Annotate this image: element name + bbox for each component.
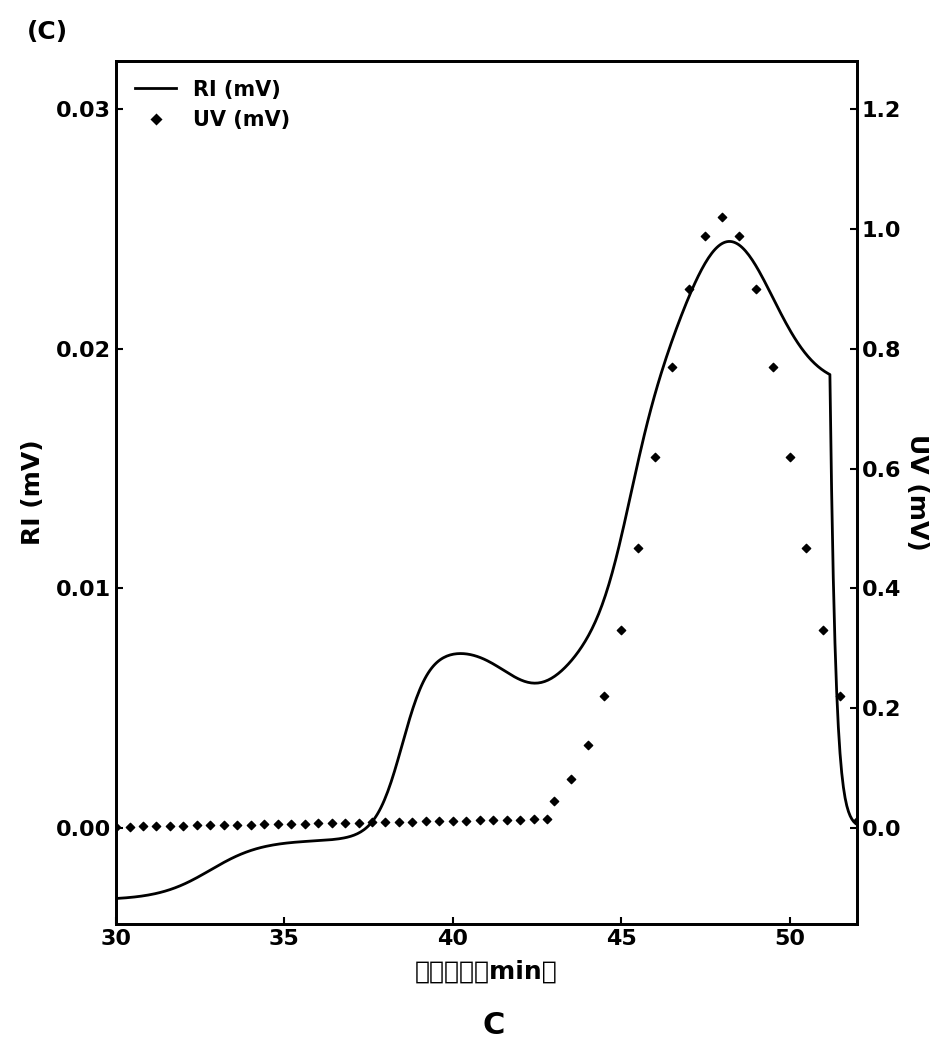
Point <box>681 280 696 297</box>
Point <box>732 227 747 244</box>
Point <box>270 816 285 833</box>
Point <box>597 688 612 705</box>
Point <box>391 814 407 831</box>
Text: C: C <box>483 1010 505 1040</box>
Point <box>149 818 164 835</box>
Point <box>378 814 393 831</box>
Point <box>485 812 501 828</box>
Point <box>540 811 555 827</box>
Point <box>405 814 420 831</box>
Point <box>176 817 191 834</box>
Point <box>256 816 272 833</box>
Point <box>230 816 245 833</box>
Point <box>108 819 124 836</box>
Point <box>782 449 797 466</box>
Point <box>217 817 232 834</box>
Point <box>337 815 352 832</box>
Point <box>499 812 514 828</box>
Point <box>647 449 662 466</box>
Point <box>431 813 446 830</box>
Point <box>546 793 561 810</box>
Point <box>765 358 780 375</box>
Point <box>283 816 298 833</box>
Point <box>311 815 326 832</box>
Point <box>162 818 178 835</box>
Point <box>631 540 646 557</box>
Point <box>799 540 814 557</box>
Point <box>351 814 366 831</box>
Point <box>664 358 679 375</box>
Point <box>849 813 865 830</box>
Point <box>513 812 528 828</box>
Point <box>202 817 218 834</box>
Point <box>580 737 595 754</box>
Point <box>816 622 831 638</box>
Point <box>136 818 151 835</box>
Point <box>243 816 258 833</box>
Point <box>614 622 629 638</box>
Point <box>472 812 487 828</box>
Point <box>418 813 433 830</box>
Text: (C): (C) <box>28 20 68 44</box>
X-axis label: 洗脱时间（min）: 洗脱时间（min） <box>415 960 558 984</box>
Point <box>459 813 474 830</box>
Point <box>446 813 461 830</box>
Point <box>365 814 380 831</box>
Point <box>297 815 313 832</box>
Point <box>563 771 579 788</box>
Y-axis label: UV (mV): UV (mV) <box>905 434 929 551</box>
Legend: RI (mV), UV (mV): RI (mV), UV (mV) <box>126 71 298 139</box>
Point <box>697 227 712 244</box>
Point <box>832 688 847 705</box>
Point <box>189 817 204 834</box>
Y-axis label: RI (mV): RI (mV) <box>21 440 45 545</box>
Point <box>122 818 137 835</box>
Point <box>526 811 542 827</box>
Point <box>714 208 730 225</box>
Point <box>749 280 764 297</box>
Point <box>324 815 339 832</box>
